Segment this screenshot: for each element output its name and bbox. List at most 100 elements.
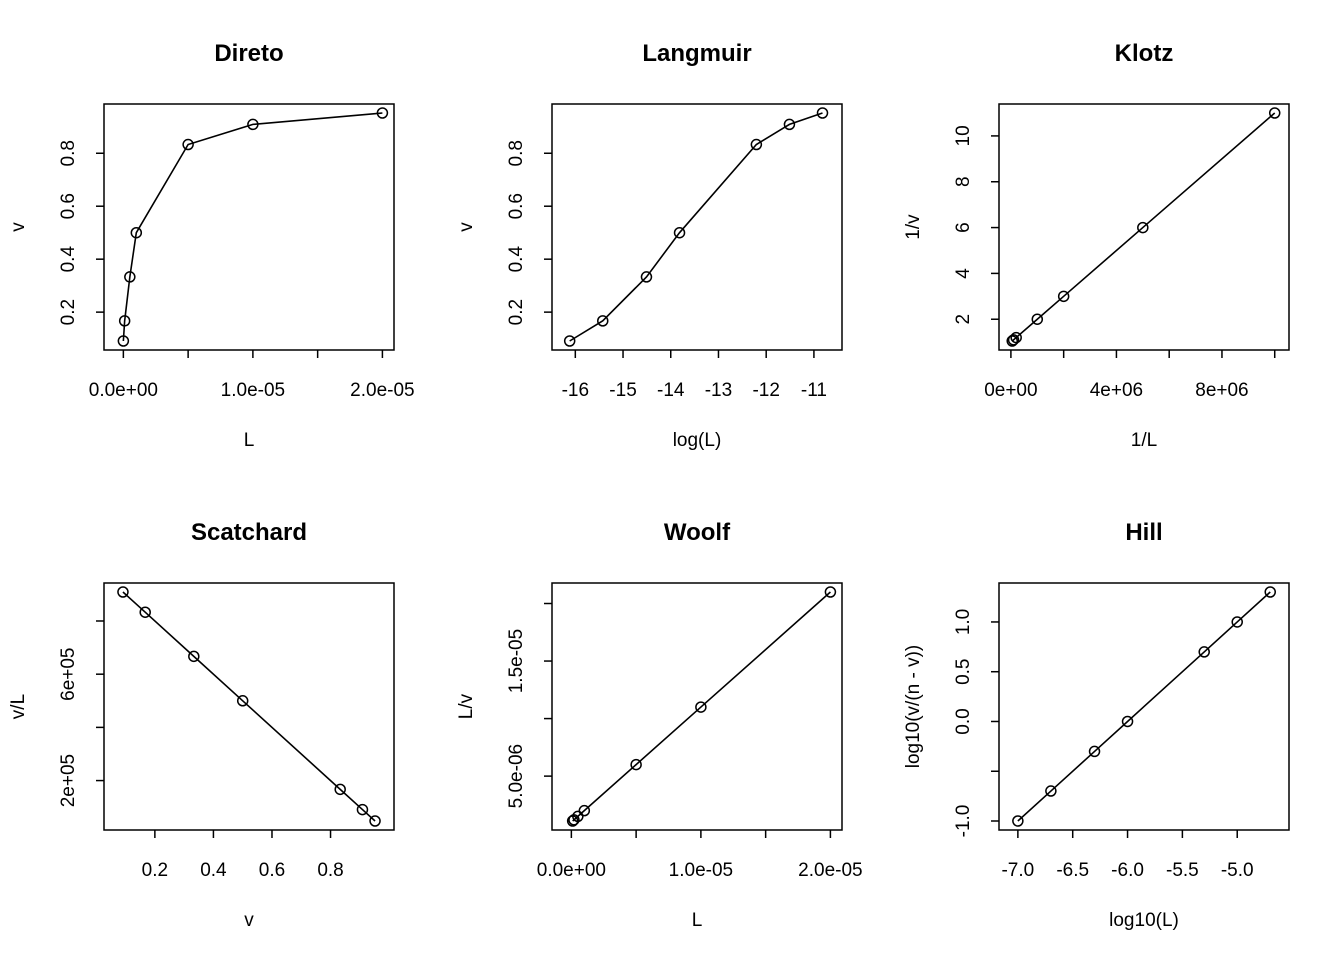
y-axis-label: 1/v [903, 214, 924, 240]
x-tick-label: -11 [801, 380, 827, 401]
y-tick-label: 4 [953, 268, 974, 279]
plot-frame [551, 582, 843, 831]
series-line [122, 591, 376, 822]
plot-frame [103, 103, 395, 351]
x-tick-label: -15 [609, 380, 636, 401]
data-point [563, 335, 576, 347]
data-point [1088, 745, 1101, 758]
data-point [1045, 785, 1057, 797]
y-axis-label: v [8, 222, 29, 232]
data-point [673, 226, 686, 239]
x-tick-label: 0.2 [142, 860, 168, 881]
data-point [1012, 815, 1024, 827]
x-tick-label: 0.0e+00 [537, 860, 606, 881]
y-tick-label: 0.6 [506, 193, 527, 219]
x-tick-label: -16 [562, 380, 589, 401]
data-point [117, 335, 130, 347]
x-tick-label: 4e+06 [1090, 380, 1143, 401]
y-tick-label: 0.6 [58, 193, 79, 219]
x-tick-label: 1.0e-05 [669, 860, 733, 881]
data-point [124, 271, 136, 283]
data-point [118, 315, 131, 327]
panel-klotz: Klotz 1/L 1/v 0e+00 4e+06 8e+06 2 4 6 8 10 [903, 40, 1290, 451]
x-tick-label: 8e+06 [1195, 380, 1248, 401]
x-tick-label: 2.0e-05 [798, 860, 862, 881]
y-tick-label: 0.5 [953, 659, 974, 685]
data-point [572, 810, 584, 823]
y-tick-label: 6 [953, 222, 974, 233]
x-tick-label: 0e+00 [984, 380, 1037, 401]
y-tick-label: 0.2 [58, 299, 79, 325]
x-tick-label: 0.0e+00 [89, 380, 158, 401]
y-tick-label: 1.5e-05 [506, 629, 527, 693]
data-point [130, 226, 143, 239]
x-tick-label: 0.6 [259, 860, 285, 881]
panel-direto: Direto Lv 0.0e+00 1.0e-05 2.0e-05 0.2 0.4 0.6 0.… [8, 40, 415, 451]
data-point [1198, 646, 1210, 658]
data-point [1031, 313, 1044, 325]
data-point [376, 107, 389, 119]
panel-hill: Hill log10(L) log10(v/(n - v)) -7.0 -6.5 -6.0… [903, 519, 1290, 931]
data-point [247, 118, 259, 131]
plot-frame [998, 582, 1290, 831]
data-point [1137, 221, 1149, 234]
data-point [236, 695, 249, 707]
data-point [1007, 334, 1020, 346]
y-tick-label: 0.4 [506, 246, 527, 273]
x-tick-label: 2.0e-05 [350, 380, 414, 401]
y-tick-label: 0.0 [953, 708, 974, 734]
data-point [783, 118, 796, 131]
y-axis-label: v/L [8, 694, 29, 719]
plot-frame [551, 103, 843, 351]
series-line [569, 112, 823, 342]
x-tick-label: 0.4 [200, 860, 227, 881]
data-point [568, 814, 580, 826]
x-axis-label: log10(L) [1109, 910, 1179, 931]
series-line [1017, 591, 1271, 822]
y-tick-label: 0.8 [506, 140, 527, 166]
chart-title: Direto [214, 40, 283, 67]
series-line [572, 591, 831, 822]
data-point [824, 586, 837, 598]
chart-title: Scatchard [191, 519, 307, 546]
y-tick-label: 2e+05 [58, 754, 79, 807]
data-point [816, 107, 829, 119]
y-tick-label: 0.4 [58, 246, 79, 273]
data-point [1121, 715, 1134, 728]
x-tick-label: -12 [752, 380, 779, 401]
chart-title: Hill [1125, 519, 1162, 546]
data-point [1264, 586, 1276, 598]
x-axis-label: 1/L [1131, 430, 1157, 451]
x-axis-label: L [244, 430, 255, 451]
panel-scatchard: Scatchard v v/L 0.2 0.4 0.6 0.8 2e+05 6e+05 [8, 519, 395, 931]
x-tick-label: 0.8 [317, 860, 343, 881]
chart-title: Klotz [1115, 40, 1174, 67]
x-axis-label: v [244, 910, 254, 931]
y-axis-label: log10(v/(n - v)) [903, 645, 924, 769]
series-line [1011, 112, 1276, 342]
x-tick-label: 1.0e-05 [221, 380, 285, 401]
y-tick-label: 1.0 [953, 609, 974, 635]
data-point [578, 804, 591, 817]
x-tick-label: -13 [705, 380, 732, 401]
x-tick-label: -5.5 [1166, 860, 1199, 881]
data-point [750, 138, 763, 151]
x-tick-label: -14 [657, 380, 685, 401]
data-point [369, 815, 381, 827]
y-axis-label: L/v [456, 693, 477, 719]
x-tick-label: -5.0 [1221, 860, 1254, 881]
chart-title: Langmuir [642, 40, 751, 67]
data-point [356, 803, 369, 816]
x-tick-label: -6.0 [1111, 860, 1144, 881]
y-tick-label: 6e+05 [58, 647, 79, 700]
data-point [334, 783, 346, 796]
y-tick-label: 5.0e-06 [506, 744, 527, 808]
data-point [597, 315, 609, 327]
y-tick-label: 0.8 [58, 140, 79, 166]
y-tick-label: 0.2 [506, 299, 527, 325]
y-tick-label: 10 [953, 125, 974, 146]
data-point [182, 138, 194, 151]
y-tick-label: 8 [953, 176, 974, 187]
data-point [640, 271, 653, 283]
